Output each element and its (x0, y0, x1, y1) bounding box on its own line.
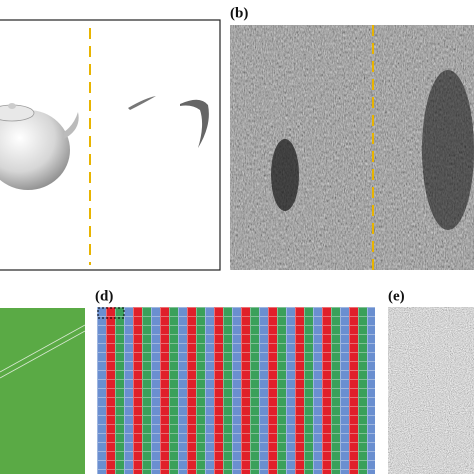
panel-c (0, 308, 86, 474)
panel-d: (d) (95, 288, 375, 474)
green-panel (0, 308, 85, 474)
zoom-box (97, 307, 125, 319)
panel-label: (b) (230, 5, 248, 21)
panel-e: (e) (388, 288, 474, 474)
dark-region (422, 70, 474, 230)
guide-line (0, 324, 86, 379)
panel-label: (d) (95, 288, 113, 304)
panel-b: (b) (230, 5, 474, 270)
noise-image (388, 307, 474, 474)
pixel-grid (97, 307, 375, 474)
dark-region (271, 139, 299, 211)
shadow-fragment (128, 96, 156, 110)
teapot (0, 103, 79, 190)
panel-a (0, 19, 221, 271)
panel-label: (e) (388, 288, 405, 304)
shadow-fragment (180, 99, 209, 148)
